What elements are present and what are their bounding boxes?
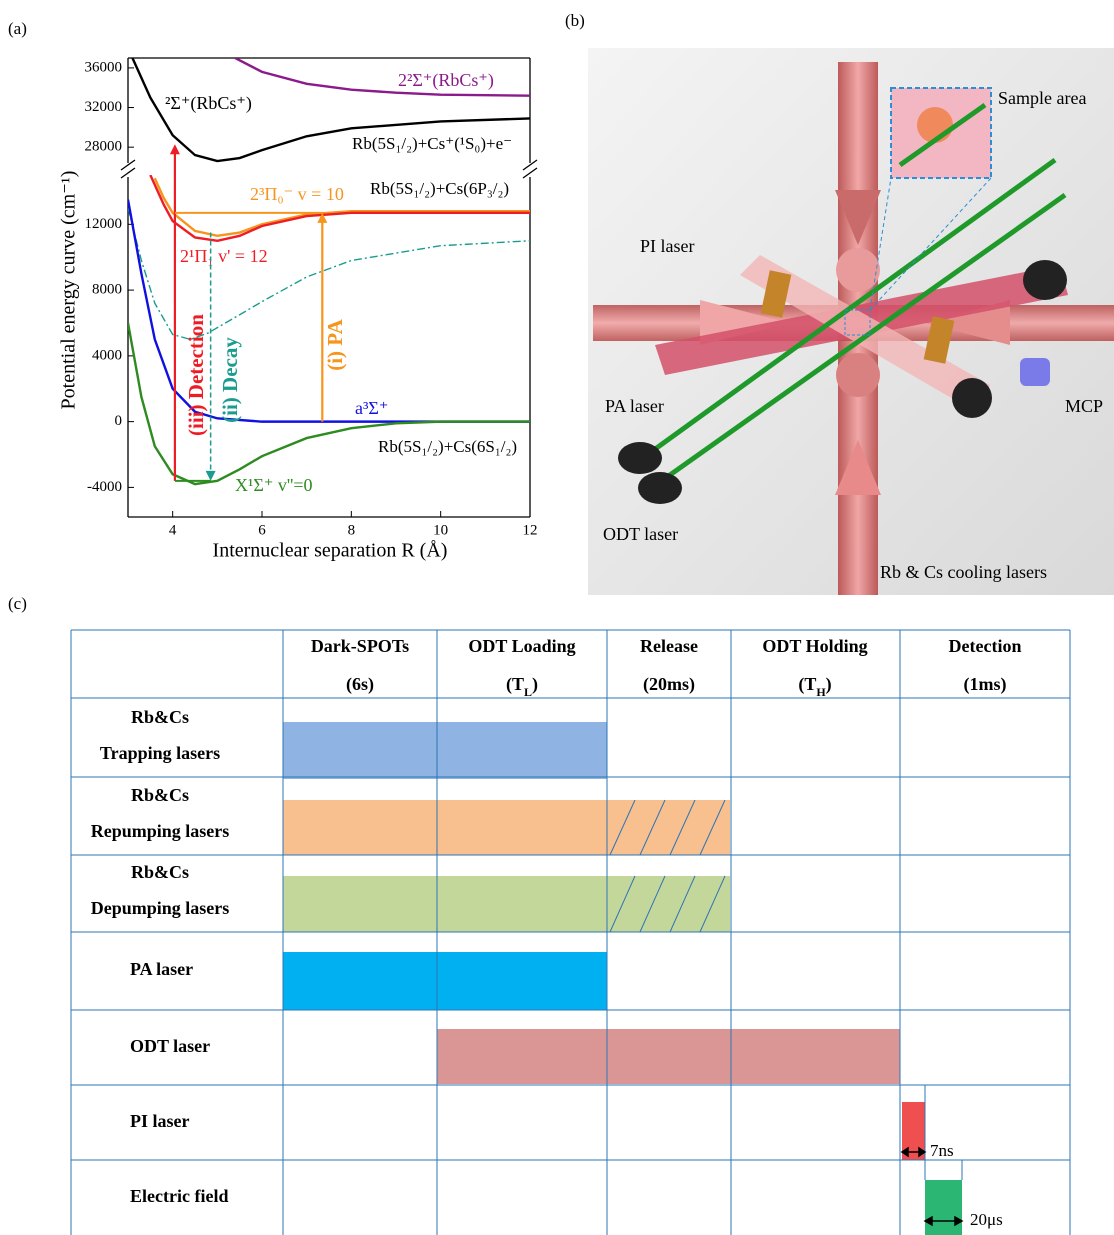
timing-table	[70, 629, 1071, 1235]
series-label: a³Σ⁺	[355, 398, 388, 418]
column-title: Release	[640, 636, 698, 656]
column-duration: (20ms)	[643, 674, 695, 695]
arrow-head	[169, 144, 180, 155]
column-title: ODT Holding	[762, 636, 867, 656]
y-tick-label: 8000	[92, 282, 122, 298]
row-label: Depumping lasers	[91, 898, 230, 918]
panel-label: (c)	[8, 594, 27, 613]
row-label: Rb&Cs	[131, 862, 189, 882]
transition-label: (ii) Decay	[218, 337, 242, 423]
setup-label: Sample area	[998, 88, 1086, 108]
y-tick-label: 4000	[92, 347, 122, 363]
y-axis-label: Potential energy curve (cm⁻¹)	[58, 171, 80, 410]
column-title: ODT Loading	[468, 636, 575, 656]
duration-part: L	[524, 685, 532, 699]
series-line	[234, 58, 530, 97]
column-duration: (6s)	[346, 674, 374, 695]
x-tick-label: 6	[258, 522, 266, 538]
row-label: Electric field	[130, 1186, 228, 1206]
row-label: PA laser	[130, 959, 193, 979]
pulse-width: 20μs	[970, 1210, 1003, 1229]
y2-tick-label: 32000	[85, 99, 123, 115]
row-label: PI laser	[130, 1111, 189, 1131]
y-tick-label: -4000	[87, 479, 122, 495]
series-line	[153, 177, 530, 238]
y-tick-label: 0	[115, 413, 123, 429]
x-tick-label: 8	[348, 522, 356, 538]
plot-upper	[131, 58, 530, 163]
x-axis-label: Internuclear separation R (Å)	[213, 540, 448, 562]
panel-label: (a)	[8, 19, 27, 38]
series-line	[128, 207, 530, 341]
y2-tick-label: 28000	[85, 139, 123, 155]
series-label: ²Σ⁺(RbCs⁺)	[165, 93, 252, 114]
setup-label: PA laser	[605, 396, 664, 416]
series-line	[128, 322, 530, 486]
arrow-head	[317, 212, 328, 223]
transition-label: (i) PA	[323, 318, 347, 370]
asymptote-label: Rb(5S₁/₂)+Cs⁺(¹S₀)+e⁻	[352, 134, 512, 153]
panel-label: (b)	[565, 11, 585, 30]
arrow-head	[205, 470, 216, 481]
duration-part: H	[816, 685, 826, 699]
series-line	[128, 199, 530, 423]
column-title: Detection	[949, 636, 1022, 656]
x-tick-label: 12	[523, 522, 538, 538]
duration-part: (1ms)	[964, 674, 1007, 695]
plot-lower	[128, 175, 530, 486]
series-label: 2²Σ⁺(RbCs⁺)	[398, 70, 494, 91]
duration-part: )	[532, 674, 538, 695]
series-label: 2¹Π₁ v' = 12	[180, 246, 268, 266]
asymptote-label: Rb(5S₁/₂)+Cs(6S₁/₂)	[378, 437, 517, 456]
duration-part: (6s)	[346, 674, 374, 695]
y-tick-label: 12000	[85, 216, 123, 232]
y2-tick-label: 36000	[85, 59, 123, 75]
column-duration: (1ms)	[964, 674, 1007, 695]
row-label: Repumping lasers	[91, 821, 230, 841]
series-line	[149, 175, 530, 242]
duration-part: (T	[506, 674, 524, 695]
column-duration: (TH)	[798, 674, 831, 699]
row-label: Rb&Cs	[131, 707, 189, 727]
transition-label: (iii) Detection	[184, 314, 208, 436]
row-label: Rb&Cs	[131, 785, 189, 805]
row-label: ODT laser	[130, 1036, 210, 1056]
axes-frame	[120, 57, 538, 518]
asymptote-label: Rb(5S₁/₂)+Cs(6P₃/₂)	[370, 179, 509, 198]
setup-label: PI laser	[640, 236, 694, 256]
column-duration: (TL)	[506, 674, 538, 699]
series-label: X¹Σ⁺ v''=0	[235, 475, 313, 495]
series-line	[131, 58, 530, 163]
pulse-width: 7ns	[930, 1141, 954, 1160]
duration-part: )	[826, 674, 832, 695]
row-label: Trapping lasers	[100, 743, 220, 763]
setup-label: Rb & Cs cooling lasers	[880, 562, 1047, 582]
setup-label: ODT laser	[603, 524, 678, 544]
duration-part: (T	[798, 674, 816, 695]
x-tick-label: 4	[169, 522, 177, 538]
duration-part: (20ms)	[643, 674, 695, 695]
column-title: Dark-SPOTs	[311, 636, 409, 656]
x-tick-label: 10	[433, 522, 448, 538]
setup-label: MCP	[1065, 396, 1103, 416]
setup-illustration	[588, 48, 1114, 595]
series-label: 2³Π₀⁻ v = 10	[250, 184, 344, 204]
